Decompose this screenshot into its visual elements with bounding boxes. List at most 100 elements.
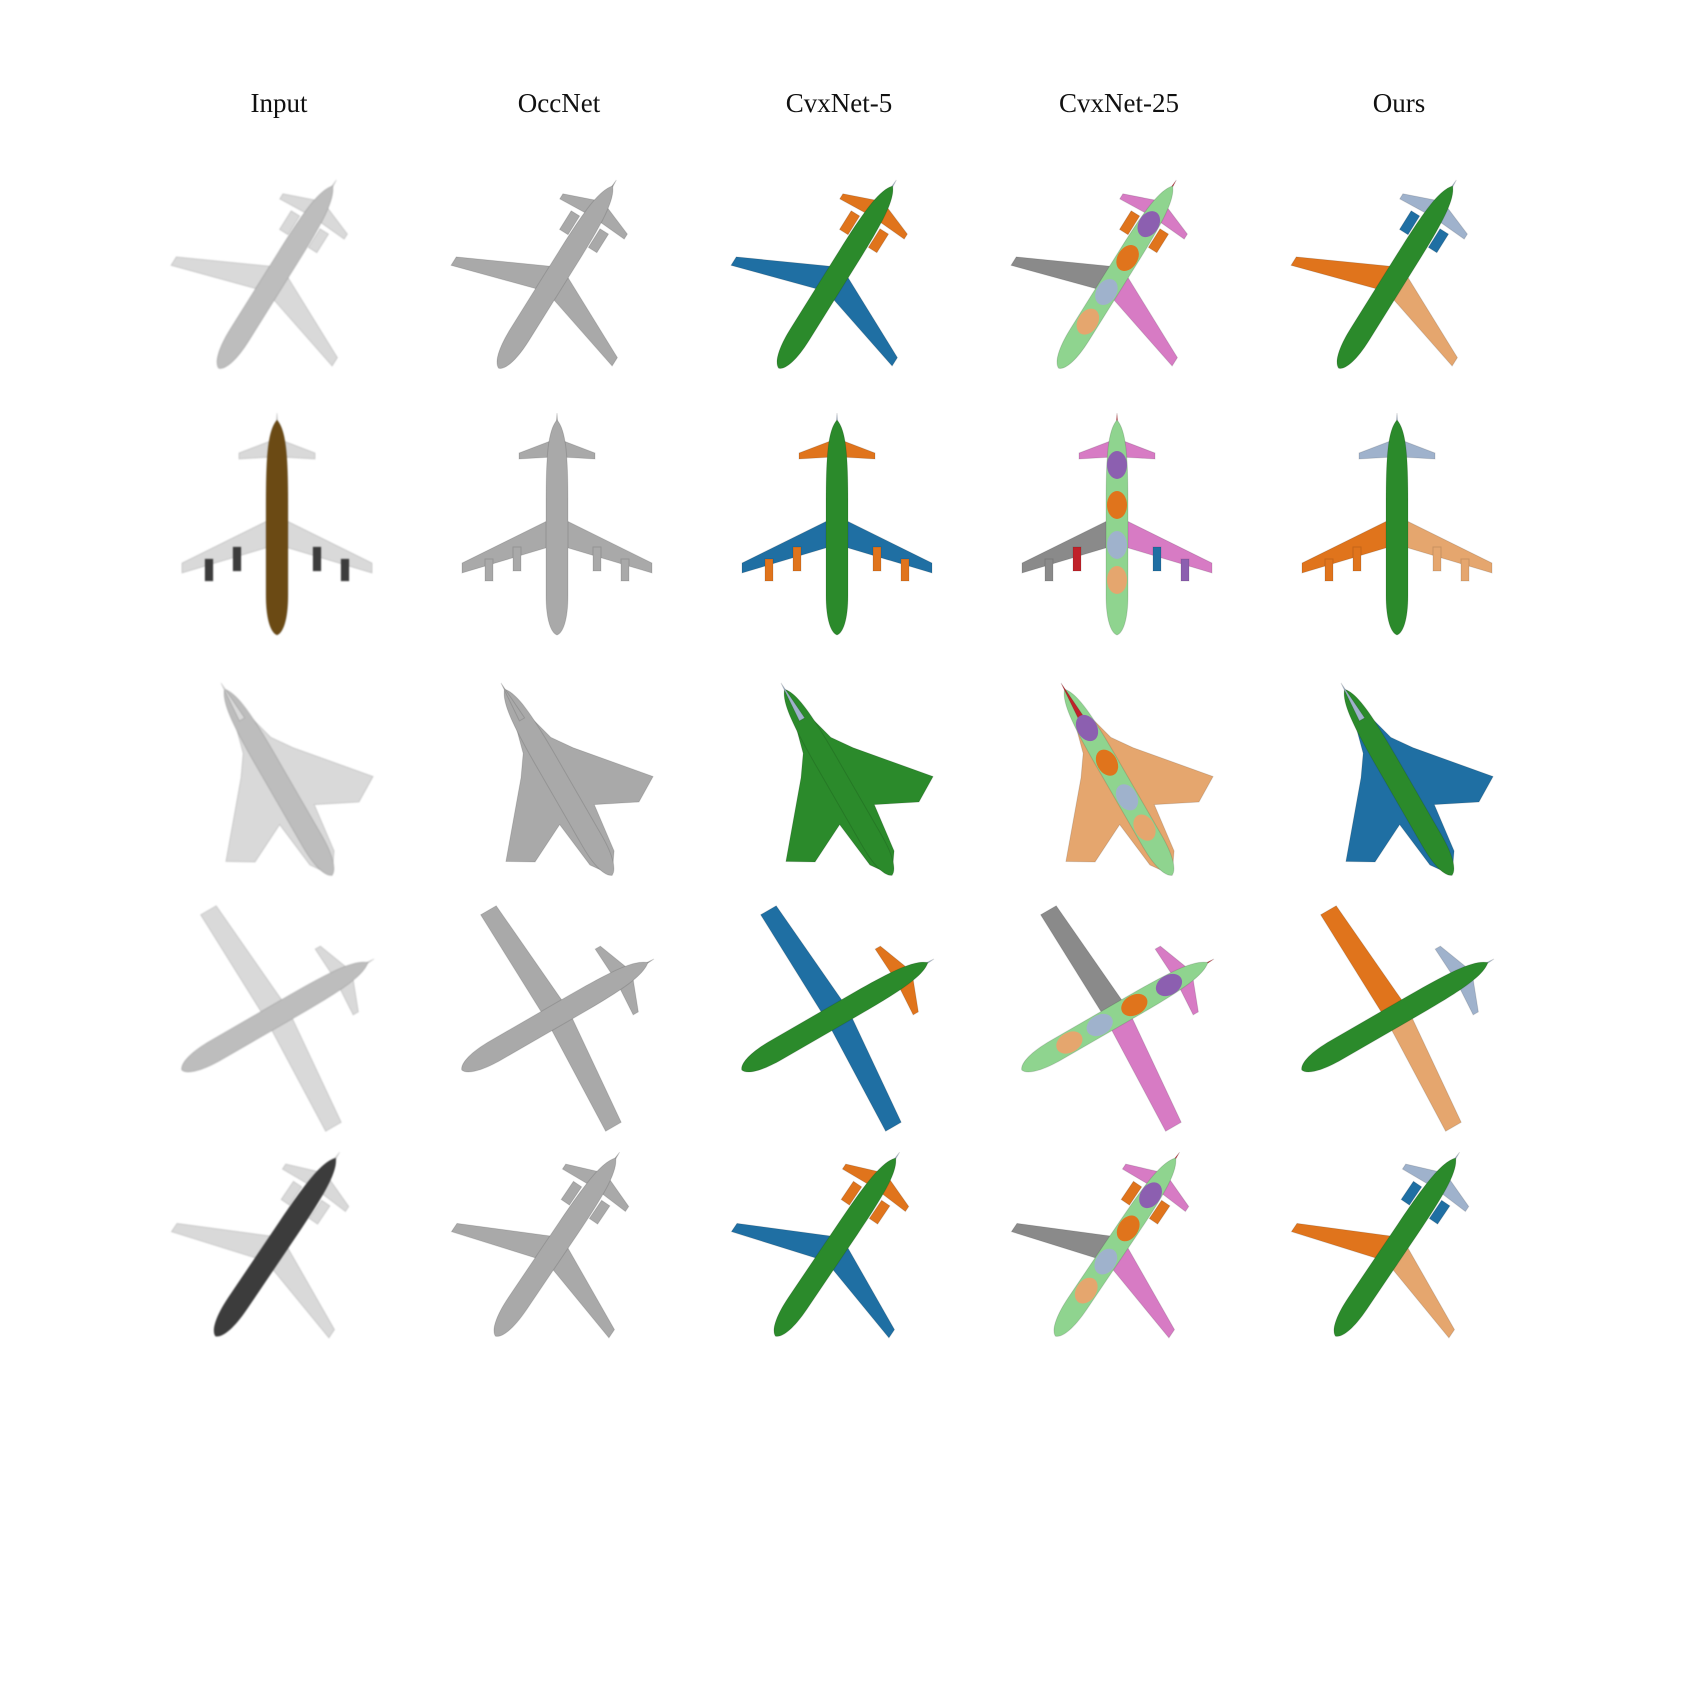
plane-part-segment <box>1074 1277 1098 1304</box>
plane-part-rearEngR <box>308 1199 331 1225</box>
plane-part-engR2 <box>340 558 350 582</box>
plane-part-segment <box>1107 531 1127 559</box>
plane-part-engR2 <box>1460 558 1470 582</box>
plane-part-fuselage <box>503 688 615 876</box>
cell-fighter-jet-ours <box>1259 660 1535 900</box>
plane-part-wingL <box>741 519 830 574</box>
cell-wide-body-jet-cvx25 <box>979 1125 1255 1365</box>
airplane-render <box>450 179 628 369</box>
cell-wide-body-jet-cvx5 <box>699 1125 975 1365</box>
plane-part-fuselage <box>461 961 649 1073</box>
plane-part-rearEngR <box>1148 1199 1171 1225</box>
plane-part-engR2 <box>620 558 630 582</box>
plane-part-fuselage <box>773 1157 897 1337</box>
cell-light-propeller-plane-input <box>139 895 415 1135</box>
plane-part-propWingR <box>1388 1013 1462 1132</box>
plane-part-fuselage <box>776 185 894 369</box>
plane-part-rearEngL <box>1118 210 1141 236</box>
plane-part-segment <box>1076 308 1100 335</box>
airplane-render <box>461 905 655 1132</box>
plane-part-segment <box>1155 973 1183 997</box>
cell-wide-body-jet-occnet <box>419 1125 695 1365</box>
plane-part-rearEngR <box>868 1199 891 1225</box>
airplane-render <box>450 1151 630 1339</box>
plane-part-fuselage <box>223 688 335 876</box>
plane-part-fuselage <box>741 961 929 1073</box>
plane-part-rearEngR <box>1427 228 1450 254</box>
plane-part-engL1 <box>232 546 242 572</box>
plane-part-engR1 <box>312 546 322 572</box>
plane-part-fuselage <box>1385 419 1409 636</box>
plane-part-fuselage <box>1336 185 1454 369</box>
plane-part-engR1 <box>592 546 602 572</box>
plane-part-segment <box>1107 491 1127 519</box>
plane-part-segment <box>1056 1031 1083 1054</box>
plane-part-fuselage <box>213 1157 337 1337</box>
cell-fighter-jet-cvx25 <box>979 660 1255 900</box>
plane-part-segment <box>1086 1013 1113 1037</box>
plane-part-fin <box>500 682 526 722</box>
cell-airliner-rear-engines-input <box>139 155 415 395</box>
plane-part-rearEngL <box>560 1180 583 1206</box>
plane-part-wingR <box>284 519 373 574</box>
airplane-render <box>1010 1151 1190 1339</box>
plane-part-engL2 <box>764 558 774 582</box>
plane-part-rearEngR <box>1147 228 1170 254</box>
plane-part-engL1 <box>792 546 802 572</box>
airplane-render <box>461 412 653 636</box>
column-header-occnet: OccNet <box>517 88 601 118</box>
airplane-render <box>1340 682 1494 877</box>
airplane-render <box>741 905 935 1132</box>
airplane-render <box>1301 412 1493 636</box>
plane-part-fuselage <box>783 688 895 876</box>
plane-part-fuselage <box>496 185 614 369</box>
plane-part-engL1 <box>1352 546 1362 572</box>
plane-part-segment <box>1115 784 1139 811</box>
cell-four-engine-jet-top-view-input <box>139 405 415 645</box>
plane-part-engL2 <box>1324 558 1334 582</box>
plane-part-propWingL <box>199 905 286 1017</box>
plane-part-wingR <box>1404 519 1493 574</box>
cell-airliner-rear-engines-ours <box>1259 155 1535 395</box>
cell-airliner-rear-engines-cvx5 <box>699 155 975 395</box>
cell-light-propeller-plane-cvx5 <box>699 895 975 1135</box>
cell-fighter-jet-cvx5 <box>699 660 975 900</box>
plane-part-segment <box>1121 993 1148 1017</box>
plane-part-propWingR <box>548 1013 622 1132</box>
plane-part-propWingL <box>1319 905 1406 1017</box>
plane-part-fuselage <box>1301 961 1489 1073</box>
plane-part-segment <box>1139 1182 1162 1209</box>
plane-part-wingL <box>461 519 550 574</box>
cell-airliner-rear-engines-occnet <box>419 155 695 395</box>
plane-part-rearEngL <box>838 210 861 236</box>
column-header-ours: Ours <box>1372 88 1426 118</box>
plane-part-segment <box>1075 714 1099 742</box>
plane-part-rearEngR <box>588 1199 611 1225</box>
cell-four-engine-jet-top-view-cvx25 <box>979 405 1255 645</box>
cell-fighter-jet-input <box>139 660 415 900</box>
plane-part-fuselage <box>1333 1157 1457 1337</box>
plane-part-rearEngL <box>1400 1180 1423 1206</box>
plane-part-propWingR <box>1108 1013 1182 1132</box>
plane-part-segment <box>1095 749 1119 776</box>
airplane-render <box>780 682 934 877</box>
airplane-render <box>181 905 375 1132</box>
cell-fighter-jet-occnet <box>419 660 695 900</box>
plane-part-segment <box>1116 245 1139 272</box>
airplane-render <box>1301 905 1495 1132</box>
column-header-cvxnet-5: CvxNet-5 <box>785 88 893 118</box>
plane-part-propWingL <box>479 905 566 1017</box>
plane-part-fuselage <box>265 419 289 636</box>
cell-airliner-rear-engines-cvx25 <box>979 155 1255 395</box>
plane-part-engR1 <box>1432 546 1442 572</box>
plane-part-wingL <box>1021 519 1110 574</box>
cell-wide-body-jet-input <box>139 1125 415 1365</box>
cell-four-engine-jet-top-view-cvx5 <box>699 405 975 645</box>
plane-part-wingR <box>564 519 653 574</box>
airplane-render <box>170 1151 350 1339</box>
airplane-render <box>500 682 654 877</box>
plane-part-propWingL <box>759 905 846 1017</box>
airplane-render <box>220 682 374 877</box>
airplane-render <box>170 179 348 369</box>
plane-part-segment <box>1095 278 1118 305</box>
